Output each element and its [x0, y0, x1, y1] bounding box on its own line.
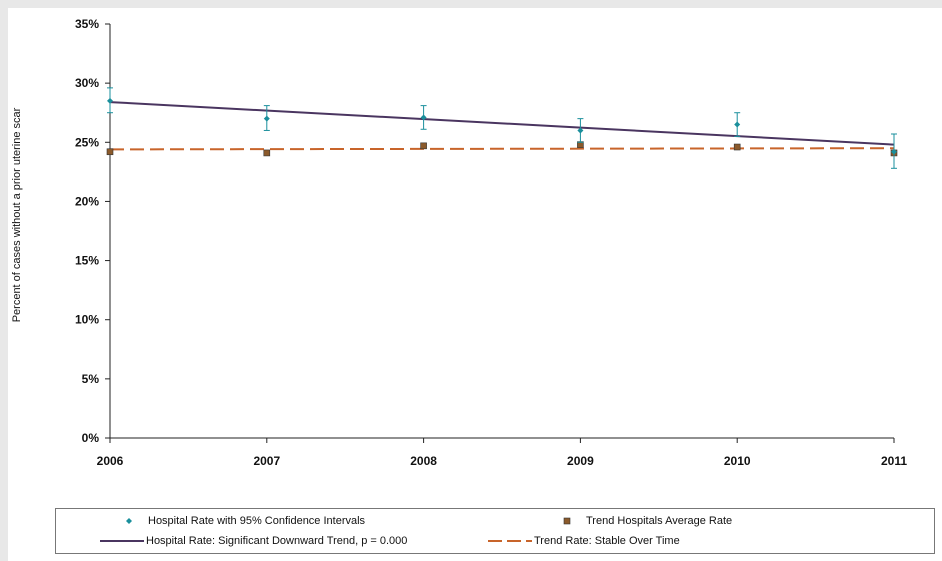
- x-tick-label: 2008: [410, 454, 437, 468]
- y-tick-label: 30%: [75, 76, 99, 90]
- y-tick-label: 35%: [75, 17, 99, 31]
- downward-trend-line: [109, 101, 895, 146]
- y-tick-label: 25%: [75, 135, 99, 149]
- y-tick-label: 5%: [82, 372, 100, 386]
- hospital-rate-point: [420, 114, 427, 121]
- legend-label: Hospital Rate with 95% Confidence Interv…: [148, 515, 366, 527]
- y-tick-label: 10%: [75, 313, 99, 327]
- hospital-rate-point: [734, 121, 741, 128]
- y-tick-label: 20%: [75, 194, 99, 208]
- hospital-rate-point: [263, 115, 270, 122]
- axes: 0% 5% 10% 15% 20% 25% 30% 35% 2006 2007 2008 2009 20…: [75, 17, 907, 468]
- y-axis-label: Percent of cases without a prior uterine…: [11, 107, 23, 322]
- trend-hospitals-point: [733, 143, 741, 151]
- hospital-rate-point: [891, 148, 897, 155]
- hospital-rate-point: [577, 127, 584, 134]
- diamond-marker-icon: [118, 516, 140, 526]
- dashed-line-icon: [488, 536, 532, 546]
- stable-trend-line: [109, 147, 895, 151]
- hospital-rate-point: [107, 97, 113, 104]
- legend-item-hospital-rate: Hospital Rate with 95% Confidence Interv…: [118, 515, 365, 527]
- legend: Hospital Rate with 95% Confidence Interv…: [55, 508, 935, 554]
- legend-item-downward-trend: Hospital Rate: Significant Downward Tren…: [100, 535, 407, 547]
- square-marker-icon: [556, 516, 578, 526]
- trend-hospitals-point: [263, 149, 271, 157]
- x-tick-label: 2007: [253, 454, 280, 468]
- plot-area: [8, 8, 942, 561]
- legend-label: Trend Rate: Stable Over Time: [534, 535, 680, 547]
- trend-hospitals-point: [420, 142, 427, 150]
- y-tick-label: 15%: [75, 254, 99, 268]
- y-tick-label: 0%: [82, 431, 100, 445]
- solid-line-icon: [100, 536, 144, 546]
- chart-marks: [106, 87, 898, 169]
- legend-item-stable-trend: Trend Rate: Stable Over Time: [488, 535, 680, 547]
- trend-hospitals-point: [106, 148, 114, 156]
- legend-label: Hospital Rate: Significant Downward Tren…: [146, 535, 408, 547]
- x-tick-label: 2011: [881, 454, 907, 468]
- x-tick-label: 2009: [567, 454, 594, 468]
- legend-item-trend-hospitals: Trend Hospitals Average Rate: [556, 515, 732, 527]
- x-tick-label: 2006: [97, 454, 124, 468]
- x-tick-label: 2010: [724, 454, 751, 468]
- legend-label: Trend Hospitals Average Rate: [586, 515, 733, 527]
